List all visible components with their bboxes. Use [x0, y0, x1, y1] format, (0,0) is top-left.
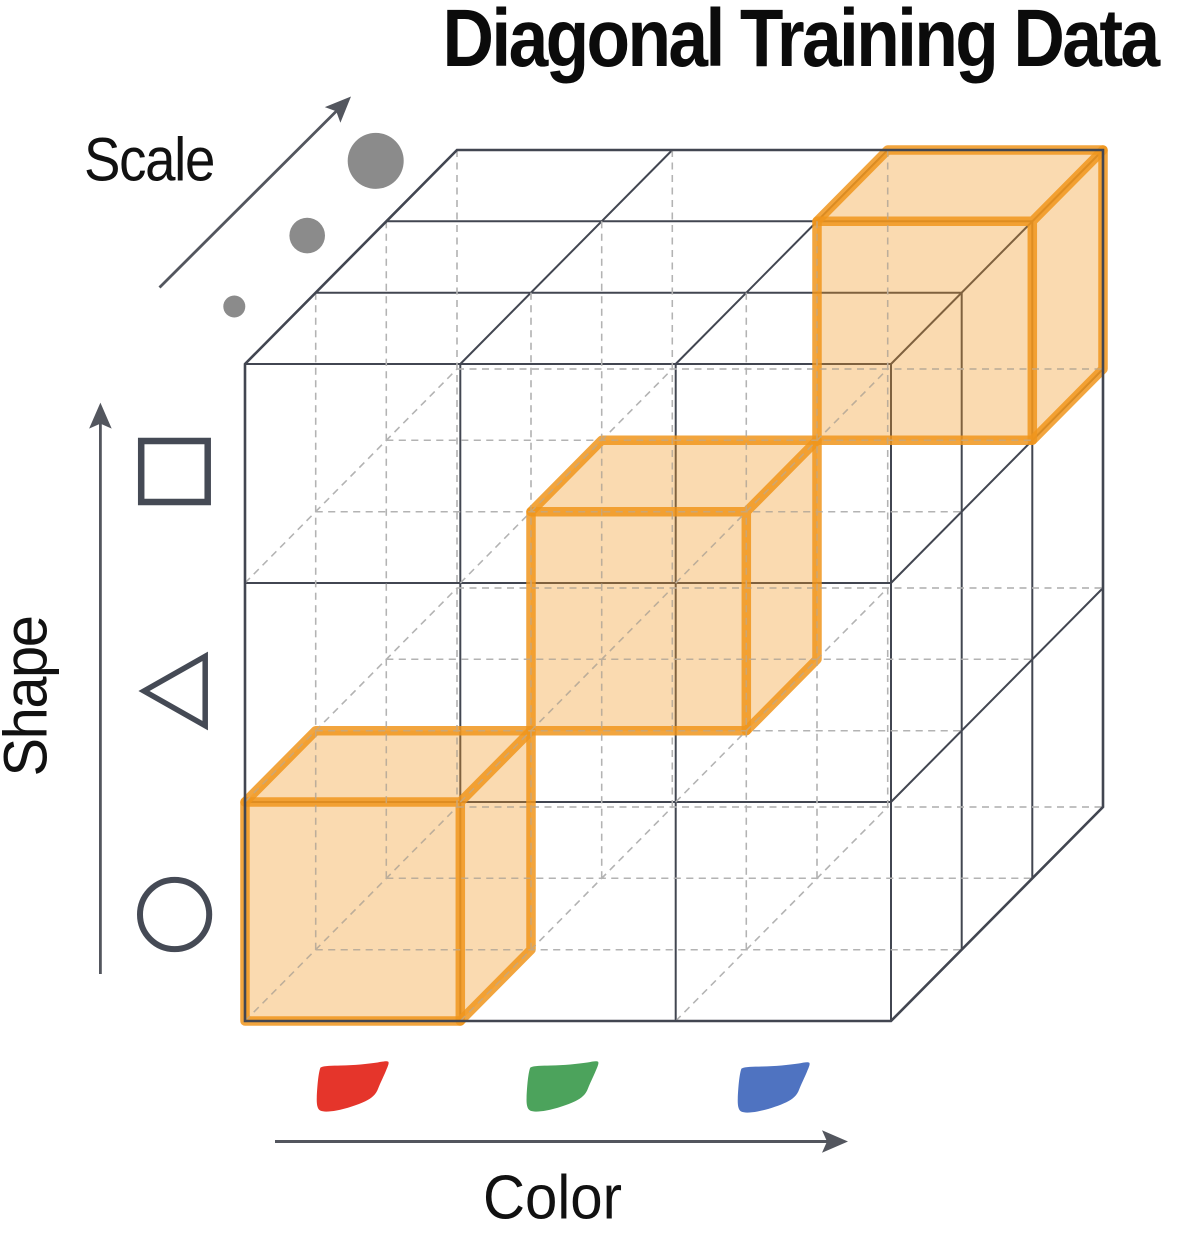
svg-text:Diagonal Training Data: Diagonal Training Data [443, 0, 1162, 84]
svg-text:Scale: Scale [84, 126, 214, 194]
svg-text:Color: Color [483, 1164, 622, 1233]
svg-text:Shape: Shape [0, 617, 60, 777]
